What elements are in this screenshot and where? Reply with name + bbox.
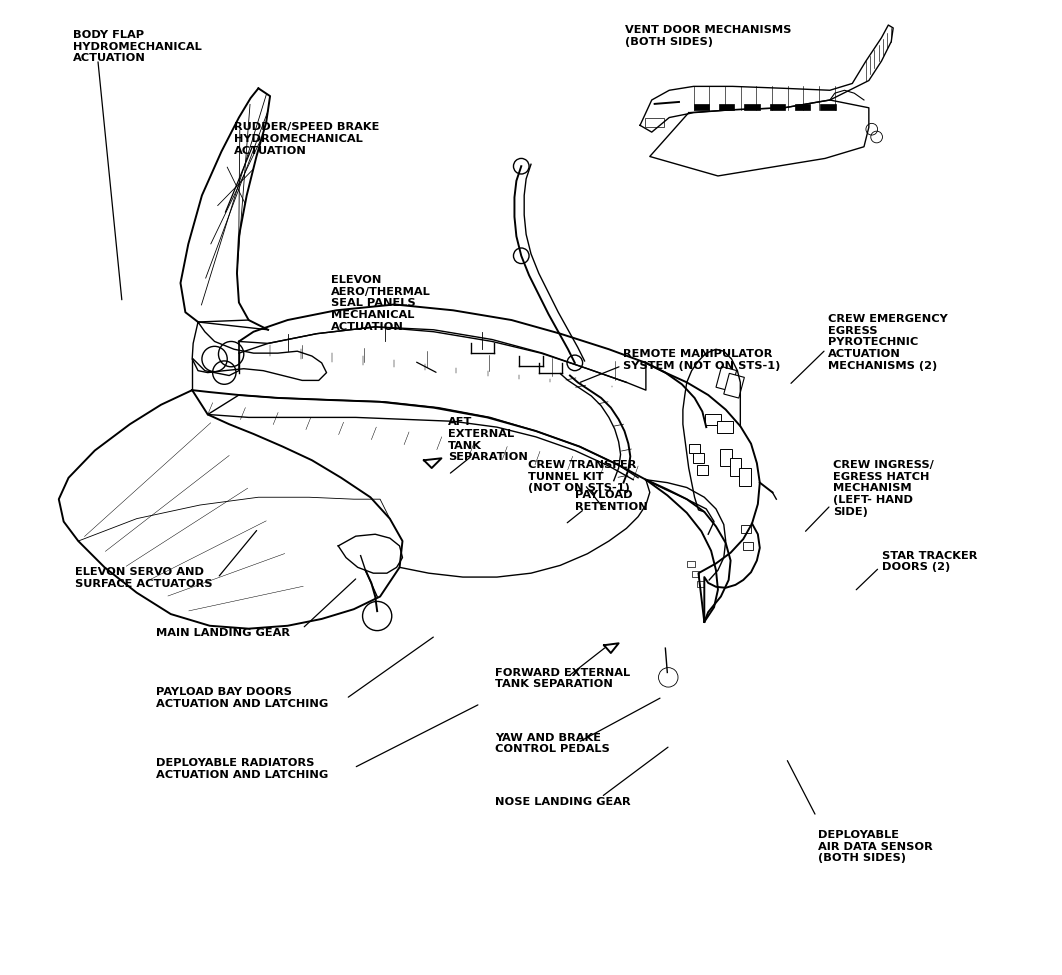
Bar: [719, 104, 735, 110]
Bar: [770, 104, 785, 110]
Bar: [689, 444, 701, 453]
Bar: [744, 104, 759, 110]
Text: DEPLOYABLE
AIR DATA SENSOR
(BOTH SIDES): DEPLOYABLE AIR DATA SENSOR (BOTH SIDES): [818, 830, 932, 864]
Text: ELEVON
AERO/THERMAL
SEAL PANELS
MECHANICAL
ACTUATION: ELEVON AERO/THERMAL SEAL PANELS MECHANIC…: [331, 275, 431, 332]
Text: CREW TRANSFER
TUNNEL KIT
(NOT ON STS-1): CREW TRANSFER TUNNEL KIT (NOT ON STS-1): [528, 460, 636, 493]
Text: PAYLOAD
RETENTION: PAYLOAD RETENTION: [575, 490, 648, 512]
Text: REMOTE MANIPULATOR
SYSTEM (NOT ON STS-1): REMOTE MANIPULATOR SYSTEM (NOT ON STS-1): [622, 349, 780, 371]
Bar: [645, 118, 665, 128]
Text: VENT DOOR MECHANISMS
(BOTH SIDES): VENT DOOR MECHANISMS (BOTH SIDES): [626, 25, 792, 47]
Bar: [693, 104, 709, 110]
Bar: [697, 465, 708, 475]
Bar: [724, 373, 744, 398]
Bar: [705, 413, 721, 425]
Text: YAW AND BRAKE
CONTROL PEDALS: YAW AND BRAKE CONTROL PEDALS: [495, 733, 610, 755]
Text: NOSE LANDING GEAR: NOSE LANDING GEAR: [495, 798, 631, 807]
Text: ELEVON SERVO AND
SURFACE ACTUATORS: ELEVON SERVO AND SURFACE ACTUATORS: [75, 567, 212, 589]
Bar: [820, 104, 836, 110]
Bar: [743, 542, 753, 550]
Text: AFT
EXTERNAL
TANK
SEPARATION: AFT EXTERNAL TANK SEPARATION: [448, 417, 528, 462]
Bar: [794, 104, 810, 110]
Text: CREW INGRESS/
EGRESS HATCH
MECHANISM
(LEFT- HAND
SIDE): CREW INGRESS/ EGRESS HATCH MECHANISM (LE…: [833, 460, 933, 517]
Text: FORWARD EXTERNAL
TANK SEPARATION: FORWARD EXTERNAL TANK SEPARATION: [495, 668, 630, 689]
Text: CREW EMERGENCY
EGRESS
PYROTECHNIC
ACTUATION
MECHANISMS (2): CREW EMERGENCY EGRESS PYROTECHNIC ACTUAT…: [828, 314, 947, 370]
Bar: [741, 526, 751, 533]
Bar: [720, 448, 732, 466]
Bar: [739, 468, 751, 486]
Text: DEPLOYABLE RADIATORS
ACTUATION AND LATCHING: DEPLOYABLE RADIATORS ACTUATION AND LATCH…: [156, 759, 328, 780]
Text: PAYLOAD BAY DOORS
ACTUATION AND LATCHING: PAYLOAD BAY DOORS ACTUATION AND LATCHING: [156, 687, 328, 709]
Text: MAIN LANDING GEAR: MAIN LANDING GEAR: [156, 628, 290, 638]
Bar: [717, 421, 733, 433]
Bar: [697, 581, 704, 587]
Text: BODY FLAP
HYDROMECHANICAL
ACTUATION: BODY FLAP HYDROMECHANICAL ACTUATION: [73, 30, 202, 63]
Text: RUDDER/SPEED BRAKE
HYDROMECHANICAL
ACTUATION: RUDDER/SPEED BRAKE HYDROMECHANICAL ACTUA…: [234, 123, 379, 156]
Text: STAR TRACKER
DOORS (2): STAR TRACKER DOORS (2): [881, 551, 977, 572]
Bar: [687, 562, 695, 567]
Bar: [691, 571, 700, 577]
Bar: [730, 458, 741, 476]
Bar: [692, 453, 704, 463]
Bar: [716, 367, 737, 391]
